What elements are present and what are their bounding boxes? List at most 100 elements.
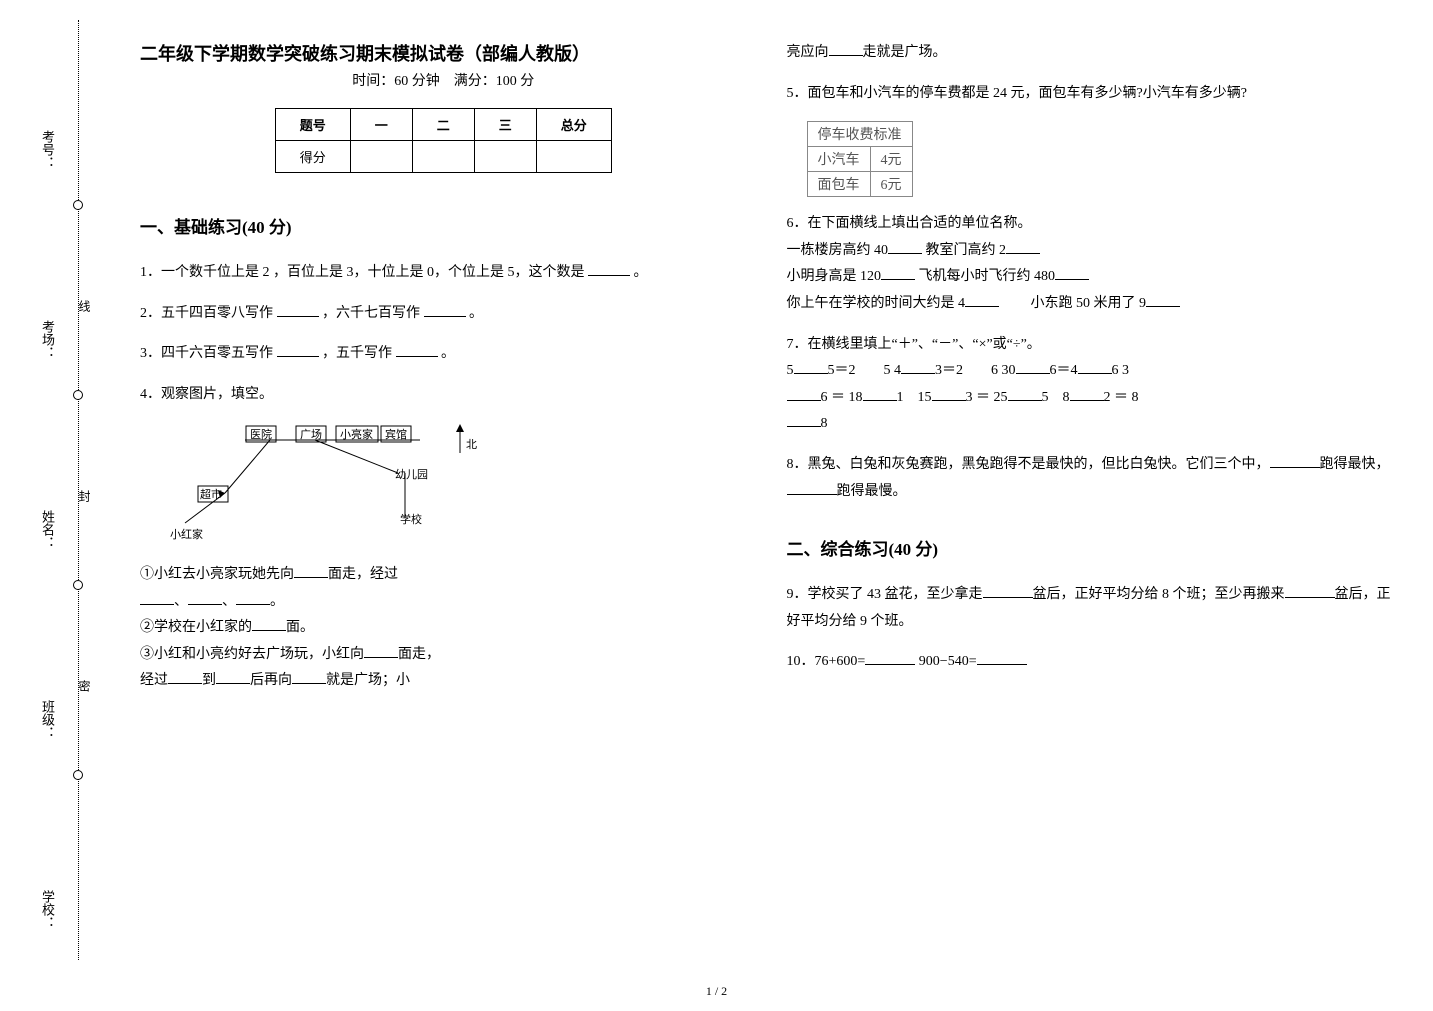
blank [1078, 360, 1112, 374]
score-head: 一 [350, 109, 412, 141]
binding-circle [73, 770, 83, 780]
blank [829, 42, 863, 56]
q4-diagram: 医院广场小亮家宾馆幼儿园学校超市小红家北 [170, 418, 747, 554]
fee-cell: 6元 [870, 172, 912, 197]
q1-tail: 。 [634, 265, 648, 280]
q4-cont-a: 亮应向 [787, 45, 829, 60]
q7-p: 6 ＝ 18 [821, 390, 863, 405]
q4-3b: 面走， [398, 647, 440, 662]
q4-2a: ②学校在小红家的 [140, 620, 252, 635]
q4-1e: 。 [270, 594, 284, 609]
score-cell [412, 141, 474, 173]
blank [277, 343, 319, 357]
question-6: 6．在下面横线上填出合适的单位名称。 一栋楼房高约 40 教室门高约 2 小明身… [787, 211, 1394, 317]
question-3: 3．四千六百零五写作 ，五千写作 。 [140, 341, 747, 368]
blank [1055, 266, 1089, 280]
blank [901, 360, 935, 374]
blank [983, 584, 1033, 598]
blank [787, 481, 837, 495]
score-cell [350, 141, 412, 173]
q1-text: 1．一个数千位上是 2 ，百位上是 3，十位上是 0，个位上是 5，这个数是 [140, 265, 585, 280]
blank [787, 387, 821, 401]
blank [1006, 240, 1040, 254]
q7-p: 3 ＝ 25 [966, 390, 1008, 405]
q7-p: 5 [787, 363, 794, 378]
question-4: 4．观察图片，填空。 医院广场小亮家宾馆幼儿园学校超市小红家北 ①小红去小亮家玩… [140, 382, 747, 695]
blank [236, 591, 270, 605]
svg-text:宾馆: 宾馆 [385, 427, 407, 441]
fee-title: 停车收费标准 [807, 122, 912, 147]
blank [932, 387, 966, 401]
q6-l2a: 小明身高是 120 [787, 269, 882, 284]
q3-text-b: ，五千写作 [322, 346, 392, 361]
q2-tail: 。 [469, 306, 483, 321]
q6-l2b: 飞机每小时飞行约 480 [919, 269, 1056, 284]
q10-b: 900−540= [919, 654, 977, 669]
q2-text-a: 2．五千四百零八写作 [140, 306, 273, 321]
svg-text:学校: 学校 [400, 512, 422, 526]
score-head: 二 [412, 109, 474, 141]
blank [794, 360, 828, 374]
svg-text:小红家: 小红家 [170, 527, 203, 541]
q7-line2: 6 ＝ 181 153 ＝ 255 82 ＝ 8 [787, 385, 1394, 412]
q10-a: 10．76+600= [787, 654, 866, 669]
svg-text:医院: 医院 [250, 427, 272, 441]
binding-circle [73, 200, 83, 210]
blank [888, 240, 922, 254]
section-2-heading: 二、综合练习(40 分) [787, 535, 1394, 560]
exam-subtitle: 时间：60 分钟 满分：100 分 [140, 70, 747, 90]
blank [1070, 387, 1104, 401]
score-row-label: 得分 [275, 141, 350, 173]
q4-cont-b: 走就是广场。 [863, 45, 947, 60]
blank [865, 651, 915, 665]
binding-edge: 学校： 班级： 姓名： 考场： 考号： 密 封 线 [58, 20, 98, 960]
question-9: 9．学校买了 43 盆花，至少拿走盆后，正好平均分给 8 个班；至少再搬来盆后，… [787, 582, 1394, 635]
left-column: 二年级下学期数学突破练习期末模拟试卷（部编人教版） 时间：60 分钟 满分：10… [140, 30, 747, 981]
q6-line1: 一栋楼房高约 40 教室门高约 2 [787, 238, 1394, 265]
q4-text: 4．观察图片，填空。 [140, 382, 747, 409]
fee-cell: 4元 [870, 147, 912, 172]
q4-2b: 面。 [286, 620, 314, 635]
q4-3e: 后再向 [250, 673, 292, 688]
q7-p: 6 3 [1112, 363, 1130, 378]
svg-text:超市: 超市 [200, 487, 222, 501]
blank [1016, 360, 1050, 374]
q6-line3: 你上午在学校的时间大约是 4 小东跑 50 米用了 9 [787, 291, 1394, 318]
blank [977, 651, 1027, 665]
q5-text: 5．面包车和小汽车的停车费都是 24 元，面包车有多少辆?小汽车有多少辆? [787, 86, 1247, 101]
blank [216, 670, 250, 684]
q6-l3a: 你上午在学校的时间大约是 4 [787, 296, 966, 311]
svg-text:广场: 广场 [300, 427, 322, 441]
score-table: 题号 一 二 三 总分 得分 [275, 108, 612, 173]
q6-line2: 小明身高是 120 飞机每小时飞行约 480 [787, 264, 1394, 291]
q7-p: 5＝2 5 4 [828, 363, 902, 378]
seal-char: 线 [76, 300, 93, 312]
q9-b: 盆后，正好平均分给 8 个班；至少再搬来 [1033, 587, 1285, 602]
blank [292, 670, 326, 684]
blank [424, 303, 466, 317]
q4-sub2: ②学校在小红家的 面。 [140, 615, 747, 642]
fee-cell: 小汽车 [807, 147, 870, 172]
page-body: 二年级下学期数学突破练习期末模拟试卷（部编人教版） 时间：60 分钟 满分：10… [0, 0, 1433, 1011]
q7-p: 6＝4 [1050, 363, 1078, 378]
score-head: 总分 [536, 109, 611, 141]
q3-tail: 。 [441, 346, 455, 361]
blank [294, 564, 328, 578]
q2-text-b: ，六千七百写作 [322, 306, 420, 321]
q4-map-svg: 医院广场小亮家宾馆幼儿园学校超市小红家北 [170, 418, 480, 543]
score-cell [536, 141, 611, 173]
question-1: 1．一个数千位上是 2 ，百位上是 3，十位上是 0，个位上是 5，这个数是 。 [140, 260, 747, 287]
q4-sub3-line2: 经过到后再向就是广场；小 [140, 668, 747, 695]
blank [1270, 454, 1320, 468]
q3-text-a: 3．四千六百零五写作 [140, 346, 273, 361]
q7-p: 5 8 [1042, 390, 1070, 405]
binding-label-class: 班级： [38, 700, 57, 739]
q4-continued: 亮应向 走就是广场。 [787, 40, 1394, 67]
q6-l1b: 教室门高约 2 [926, 243, 1007, 258]
blank [364, 644, 398, 658]
binding-label-name: 姓名： [38, 510, 57, 549]
q4-sub1-line2: 、、。 [140, 589, 747, 616]
blank [787, 413, 821, 427]
blank [881, 266, 915, 280]
question-8: 8．黑兔、白兔和灰兔赛跑，黑兔跑得不是最快的，但比白兔快。它们三个中，跑得最快，… [787, 452, 1394, 505]
